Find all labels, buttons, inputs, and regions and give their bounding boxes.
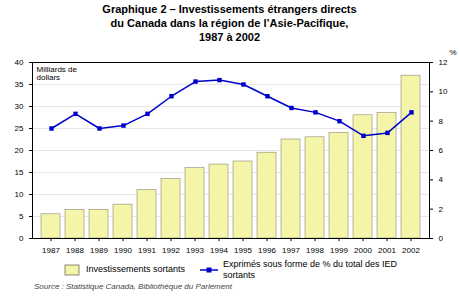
svg-text:2: 2 [439, 205, 444, 214]
svg-text:4: 4 [439, 176, 444, 185]
svg-text:12: 12 [439, 58, 448, 67]
svg-text:30: 30 [15, 102, 24, 111]
svg-text:%: % [449, 48, 456, 57]
svg-text:2002: 2002 [402, 246, 420, 255]
svg-text:1987: 1987 [42, 246, 60, 255]
svg-text:1996: 1996 [258, 246, 276, 255]
svg-text:6: 6 [439, 146, 444, 155]
svg-text:1995: 1995 [234, 246, 252, 255]
svg-text:1992: 1992 [162, 246, 180, 255]
svg-text:1997: 1997 [282, 246, 300, 255]
svg-text:1998: 1998 [306, 246, 324, 255]
svg-text:20: 20 [15, 146, 24, 155]
svg-text:0: 0 [439, 234, 444, 243]
svg-text:1991: 1991 [138, 246, 156, 255]
svg-text:1999: 1999 [330, 246, 348, 255]
html-text:Graphique 2 – Investissements: Graphique 2 – Investissements étrangers … [102, 3, 357, 43]
svg-text:1993: 1993 [186, 246, 204, 255]
html-text:Source : Statistique Canada, B: Source : Statistique Canada, Bibliothèqu… [34, 281, 232, 291]
svg-text:15: 15 [15, 168, 24, 177]
svg-text:40: 40 [15, 58, 24, 67]
svg-text:5: 5 [19, 212, 24, 221]
svg-text:2001: 2001 [378, 246, 396, 255]
html-text:Exprimés sous forme de % du to: Exprimés sous forme de % du total des IE… [223, 259, 398, 280]
svg-text:8: 8 [439, 117, 444, 126]
svg-text:0: 0 [19, 234, 24, 243]
svg-text:1989: 1989 [90, 246, 108, 255]
svg-text:Milliards dedollars: Milliards dedollars [37, 65, 78, 82]
html-text:Investissements sortants: Investissements sortants [85, 264, 185, 275]
svg-text:2000: 2000 [354, 246, 372, 255]
svg-text:35: 35 [15, 80, 24, 89]
svg-text:1988: 1988 [66, 246, 84, 255]
svg-text:10: 10 [439, 88, 448, 97]
svg-text:10: 10 [15, 190, 24, 199]
svg-text:1990: 1990 [114, 246, 132, 255]
svg-text:25: 25 [15, 124, 24, 133]
svg-text:1994: 1994 [210, 246, 228, 255]
